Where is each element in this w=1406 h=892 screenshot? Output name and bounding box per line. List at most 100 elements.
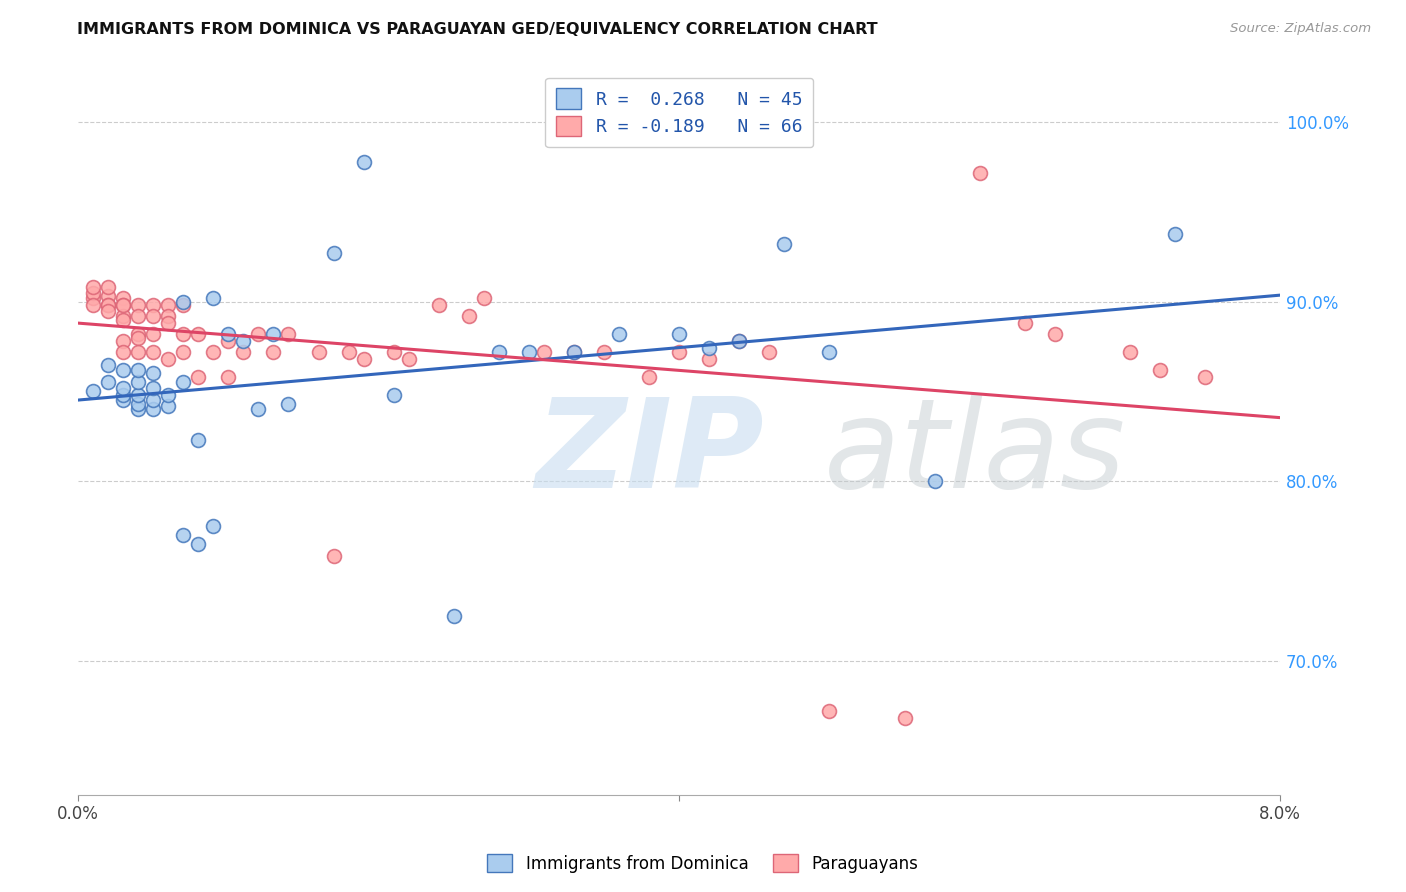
Text: IMMIGRANTS FROM DOMINICA VS PARAGUAYAN GED/EQUIVALENCY CORRELATION CHART: IMMIGRANTS FROM DOMINICA VS PARAGUAYAN G… <box>77 22 877 37</box>
Point <box>82 384 104 399</box>
Point <box>607 326 630 341</box>
Point <box>232 334 254 349</box>
Point <box>893 711 915 725</box>
Point <box>142 326 165 341</box>
Point <box>202 291 225 305</box>
Point <box>187 537 209 551</box>
Point <box>142 381 165 395</box>
Point <box>127 363 149 377</box>
Point <box>472 291 495 305</box>
Point <box>97 303 120 318</box>
Point <box>142 309 165 323</box>
Text: Source: ZipAtlas.com: Source: ZipAtlas.com <box>1230 22 1371 36</box>
Text: ZIP: ZIP <box>534 393 763 514</box>
Point <box>157 388 180 402</box>
Point <box>112 291 135 305</box>
Point <box>187 326 209 341</box>
Point <box>112 309 135 323</box>
Point <box>112 334 135 349</box>
Point <box>112 345 135 359</box>
Point <box>142 402 165 417</box>
Point <box>818 704 841 718</box>
Point <box>969 165 991 179</box>
Point <box>82 298 104 312</box>
Point <box>217 334 239 349</box>
Point <box>1014 316 1036 330</box>
Point <box>187 370 209 384</box>
Point <box>112 381 135 395</box>
Point <box>142 298 165 312</box>
Point <box>1164 227 1187 241</box>
Point <box>322 549 344 564</box>
Point <box>82 285 104 300</box>
Point <box>277 397 299 411</box>
Point <box>1119 345 1142 359</box>
Point <box>82 280 104 294</box>
Point <box>457 309 479 323</box>
Point <box>217 370 239 384</box>
Point <box>382 388 405 402</box>
Point <box>668 345 690 359</box>
Point <box>322 246 344 260</box>
Point <box>1194 370 1216 384</box>
Point <box>247 326 270 341</box>
Point <box>308 345 330 359</box>
Point <box>924 474 946 488</box>
Point <box>593 345 616 359</box>
Point <box>172 528 194 542</box>
Point <box>382 345 405 359</box>
Point <box>353 352 375 367</box>
Point <box>112 388 135 402</box>
Point <box>353 154 375 169</box>
Point <box>758 345 780 359</box>
Point <box>142 345 165 359</box>
Point <box>157 309 180 323</box>
Point <box>818 345 841 359</box>
Point <box>697 342 720 356</box>
Point <box>82 291 104 305</box>
Point <box>127 397 149 411</box>
Point <box>638 370 661 384</box>
Point <box>773 237 796 252</box>
Point <box>202 345 225 359</box>
Point <box>668 326 690 341</box>
Point <box>112 298 135 312</box>
Point <box>337 345 360 359</box>
Point <box>172 298 194 312</box>
Legend: Immigrants from Dominica, Paraguayans: Immigrants from Dominica, Paraguayans <box>481 847 925 880</box>
Point <box>127 326 149 341</box>
Point <box>427 298 450 312</box>
Point <box>127 330 149 344</box>
Point <box>142 367 165 381</box>
Point <box>127 388 149 402</box>
Point <box>97 358 120 372</box>
Point <box>728 334 751 349</box>
Point <box>488 345 510 359</box>
Point <box>202 519 225 533</box>
Point <box>443 608 465 623</box>
Point <box>157 352 180 367</box>
Point <box>97 298 120 312</box>
Point <box>112 312 135 326</box>
Point <box>533 345 555 359</box>
Point <box>112 298 135 312</box>
Point <box>728 334 751 349</box>
Point <box>232 345 254 359</box>
Legend: R =  0.268   N = 45, R = -0.189   N = 66: R = 0.268 N = 45, R = -0.189 N = 66 <box>546 78 813 147</box>
Point <box>187 433 209 447</box>
Point <box>97 280 120 294</box>
Point <box>157 399 180 413</box>
Point <box>127 345 149 359</box>
Point <box>172 294 194 309</box>
Point <box>112 393 135 408</box>
Point <box>97 376 120 390</box>
Point <box>172 376 194 390</box>
Point <box>127 376 149 390</box>
Point <box>517 345 540 359</box>
Point <box>157 298 180 312</box>
Point <box>697 352 720 367</box>
Point <box>262 326 284 341</box>
Point <box>112 363 135 377</box>
Text: atlas: atlas <box>824 393 1126 514</box>
Point <box>127 402 149 417</box>
